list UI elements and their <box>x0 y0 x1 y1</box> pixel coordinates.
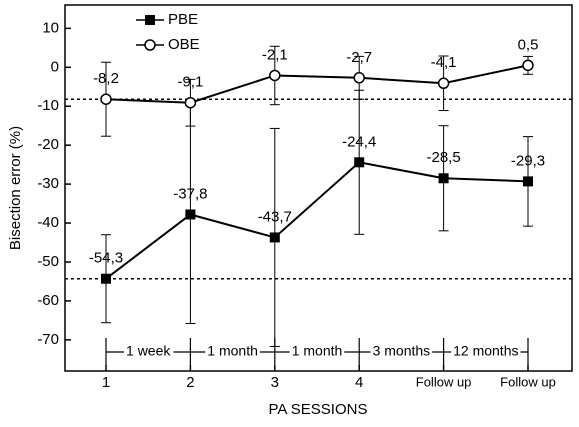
y-tick-label: 0 <box>51 58 59 75</box>
marker <box>523 176 533 187</box>
marker <box>437 77 450 90</box>
interval-label-bg <box>451 342 521 359</box>
value-label: -2,7 <box>346 49 372 66</box>
value-label: -9,1 <box>177 74 203 91</box>
x-tick-label: 3 <box>271 374 279 391</box>
y-tick-label: -40 <box>37 214 59 231</box>
marker <box>101 273 111 284</box>
value-label: -28,5 <box>426 149 460 166</box>
interval-label-bg <box>205 342 260 359</box>
series-line <box>105 64 529 104</box>
value-label: -24,4 <box>342 133 376 150</box>
value-label: 0,5 <box>518 36 539 53</box>
value-label: -2,1 <box>262 46 288 63</box>
y-tick-label: -50 <box>37 253 59 270</box>
x-tick-label: 4 <box>355 374 363 391</box>
value-label: -43,7 <box>258 208 292 225</box>
marker <box>269 69 281 82</box>
legend-label: PBE <box>168 11 198 28</box>
x-tick-label: Follow up <box>500 374 556 389</box>
y-tick-label: -20 <box>37 136 59 153</box>
y-tick-label: -70 <box>37 331 59 348</box>
marker <box>353 72 365 84</box>
value-label: -4,1 <box>431 54 457 71</box>
interval-label: 1 month <box>292 343 343 359</box>
marker <box>438 173 449 184</box>
x-tick-label: 1 <box>102 374 110 391</box>
interval-label-bg <box>370 342 433 359</box>
marker <box>184 96 197 109</box>
interval-label-bg <box>289 342 345 359</box>
interval-label-bg <box>124 342 174 359</box>
y-tick-label: 10 <box>42 19 59 36</box>
value-label: -54,3 <box>89 250 123 267</box>
plot-frame <box>64 4 573 372</box>
x-axis-label: PA SESSIONS <box>269 401 368 418</box>
legend-marker <box>144 39 156 51</box>
y-tick-label: -60 <box>37 292 59 309</box>
value-label: -8,2 <box>93 70 119 87</box>
interval-label: 1 week <box>126 343 171 359</box>
x-tick-label: Follow up <box>416 374 472 389</box>
y-tick-label: -30 <box>37 175 59 192</box>
series-line <box>105 161 529 280</box>
marker <box>269 232 280 243</box>
legend-label: OBE <box>168 36 200 53</box>
y-axis-label: Bisection error (%) <box>7 126 24 250</box>
marker <box>522 59 534 72</box>
marker <box>185 209 196 220</box>
interval-label: 1 month <box>207 343 258 359</box>
marker <box>354 157 365 168</box>
value-label: -29,3 <box>511 152 545 169</box>
value-label: -37,8 <box>173 185 207 202</box>
legend-marker <box>145 15 155 25</box>
marker <box>100 93 112 105</box>
x-tick-label: 2 <box>186 374 194 391</box>
interval-label: 12 months <box>453 343 518 359</box>
interval-label: 3 months <box>373 343 431 359</box>
y-tick-label: -10 <box>37 97 59 114</box>
